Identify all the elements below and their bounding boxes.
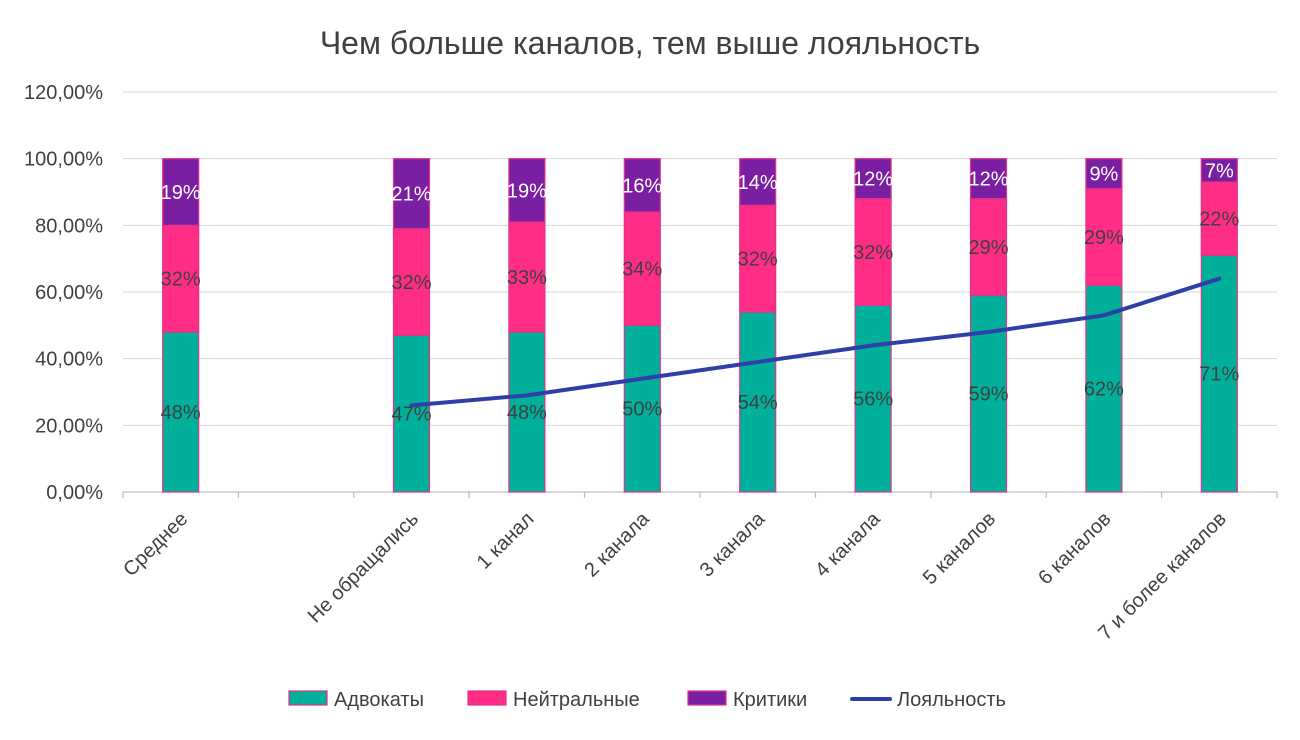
legend-swatch (467, 690, 507, 706)
x-tick-label: 5 каналов (919, 508, 1000, 589)
data-label: 32% (738, 249, 778, 271)
data-label: 12% (968, 169, 1008, 191)
data-label: 9% (1089, 164, 1118, 186)
bar-Нейтральные (623, 211, 661, 326)
data-label: 34% (622, 259, 662, 281)
x-tick-label: 3 канала (696, 507, 770, 581)
y-axis-ticks: 0,00% 20,00% 40,00% 60,00% 80,00% 100,00% 120,… (24, 82, 103, 504)
legend-label: Нейтральные (513, 689, 640, 711)
data-label: 48% (161, 402, 201, 424)
x-axis-ticks: Среднее Не обращались 1 канал 2 канала 3 кан… (119, 507, 1231, 644)
data-label: 56% (853, 389, 893, 411)
bar-Нейтральные (739, 204, 777, 313)
chart-title: Чем больше каналов, тем выше лояльность (320, 25, 980, 61)
bar-Нейтральные (1200, 181, 1238, 256)
data-label: 33% (507, 267, 547, 289)
data-label: 32% (853, 242, 893, 264)
data-label: 59% (968, 384, 1008, 406)
grid-lines (122, 91, 1278, 498)
data-label: 16% (622, 175, 662, 197)
y-tick-label: 40,00% (35, 349, 103, 371)
data-label: 32% (391, 272, 431, 294)
loyalty-line (409, 276, 1222, 408)
x-tick-label: Среднее (119, 508, 192, 581)
bar-Критики (508, 158, 546, 223)
legend-label: Критики (733, 689, 807, 711)
y-tick-label: 80,00% (35, 215, 103, 237)
x-tick-label: 4 канала (811, 507, 885, 581)
bar-Нейтральные (1085, 188, 1123, 286)
data-label: 32% (161, 269, 201, 291)
data-label: 29% (968, 237, 1008, 259)
bar-Критики (392, 158, 431, 230)
data-label: 71% (1199, 364, 1239, 386)
data-label: 19% (161, 182, 201, 204)
y-tick-label: 20,00% (35, 415, 103, 437)
bar-Критики (739, 158, 777, 206)
data-label: 22% (1199, 209, 1239, 231)
x-tick-label: Не обращались (304, 508, 423, 627)
bar-Критики (162, 158, 200, 226)
bar-Нейтральные (508, 221, 546, 333)
x-tick-label: 2 канала (580, 507, 654, 581)
data-label: 19% (507, 180, 547, 202)
bar-Адвокаты (392, 334, 431, 493)
bar-Критики (969, 158, 1008, 200)
bar-Нейтральные (162, 224, 200, 333)
x-tick-label: 7 и более каналов (1094, 508, 1231, 645)
bar-Нейтральные (854, 198, 892, 306)
data-label: 54% (738, 392, 778, 414)
data-label: 47% (391, 404, 431, 426)
data-label: 14% (738, 172, 778, 194)
data-label: 12% (853, 169, 893, 191)
bar-Критики (1200, 158, 1238, 183)
legend-label: Лояльность (897, 689, 1006, 711)
bar-Адвокаты (1085, 284, 1123, 493)
x-tick-label: 6 каналов (1034, 508, 1115, 589)
bar-Критики (1085, 158, 1123, 190)
bar-segments (162, 158, 1238, 493)
legend-swatch (288, 690, 328, 706)
bar-Адвокаты (969, 294, 1008, 493)
data-label: 21% (391, 184, 431, 206)
data-label: 62% (1084, 379, 1124, 401)
data-label: 48% (507, 402, 547, 424)
bar-Адвокаты (508, 331, 546, 493)
bar-Нейтральные (392, 228, 431, 336)
bar-Критики (623, 158, 661, 213)
x-tick-label: 1 канал (473, 508, 539, 574)
data-label: 29% (1084, 227, 1124, 249)
y-tick-label: 100,00% (24, 149, 103, 171)
bar-Нейтральные (969, 198, 1008, 296)
data-labels: 48% 32% 19% 47% 32% 21% 48% 33% 19% 50% 34% 16% 54% 3… (161, 160, 1240, 425)
bar-Адвокаты (623, 324, 661, 493)
legend-label: Адвокаты (334, 689, 424, 711)
legend: Адвокаты Нейтральные Критики Лояльность (288, 689, 1006, 711)
loyalty-line-layer (409, 276, 1222, 408)
bar-Адвокаты (1200, 254, 1238, 493)
y-tick-label: 60,00% (35, 282, 103, 304)
data-label: 7% (1205, 160, 1234, 182)
bar-Критики (854, 158, 892, 200)
y-tick-label: 120,00% (24, 82, 103, 104)
bar-Адвокаты (854, 304, 892, 493)
bar-Адвокаты (739, 311, 777, 493)
data-label: 50% (622, 399, 662, 421)
legend-swatch (687, 690, 727, 706)
y-tick-label: 0,00% (46, 482, 103, 504)
